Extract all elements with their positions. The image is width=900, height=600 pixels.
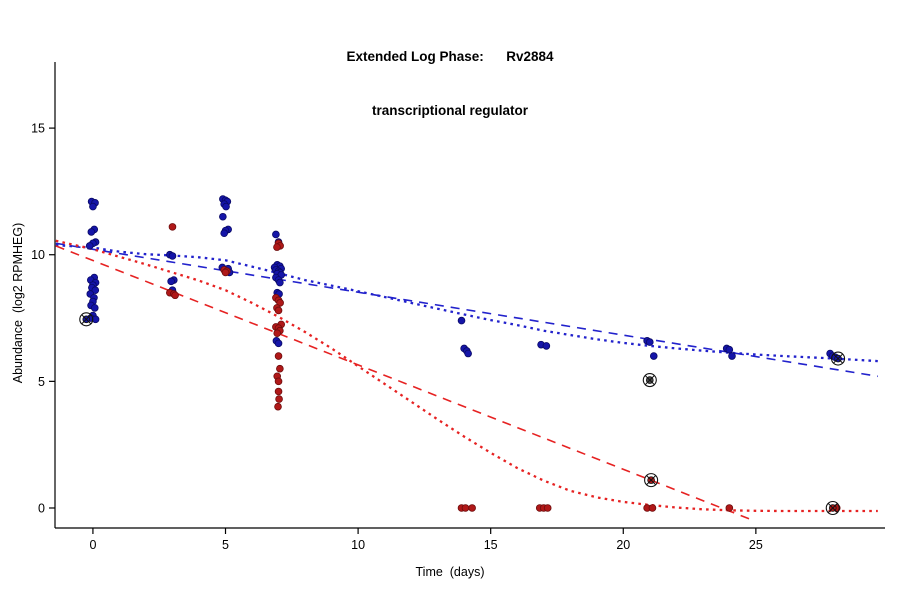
blue-points xyxy=(167,277,175,286)
blue-points xyxy=(728,352,736,360)
red-points xyxy=(221,268,230,277)
flag-circle xyxy=(642,373,657,388)
flag-circle xyxy=(79,312,94,327)
blue-points xyxy=(91,286,100,294)
y-axis-label: Abundance (log2 RPMHEG) xyxy=(11,222,25,384)
blue-points xyxy=(272,230,280,239)
red-dotted-smooth xyxy=(55,239,878,513)
red-points xyxy=(543,504,552,512)
red-points xyxy=(274,377,283,386)
red-points xyxy=(171,291,179,300)
blue-points xyxy=(220,229,228,238)
red-points xyxy=(168,223,177,231)
x-tick-label: 25 xyxy=(749,538,763,552)
red-points xyxy=(274,306,283,315)
blue-points xyxy=(725,345,734,354)
flag-cross xyxy=(833,353,844,364)
blue-points xyxy=(274,339,283,348)
chart-title: Extended Log Phase: Rv2884 transcription… xyxy=(0,12,900,156)
red-points xyxy=(273,329,282,338)
red-points xyxy=(648,504,657,512)
x-tick-label: 5 xyxy=(222,538,229,552)
blue-points xyxy=(457,316,466,325)
blue-points xyxy=(90,304,99,312)
blue-points xyxy=(168,252,177,260)
red-points xyxy=(273,243,281,251)
blue-points xyxy=(542,342,551,350)
blue-points xyxy=(85,242,94,250)
blue-points xyxy=(649,352,658,360)
x-tick-label: 0 xyxy=(89,538,96,552)
y-tick-label: 0 xyxy=(38,501,45,515)
blue-points xyxy=(91,315,100,324)
blue-points xyxy=(89,202,97,211)
red-points xyxy=(274,387,283,396)
red-points xyxy=(276,364,284,373)
x-tick-label: 20 xyxy=(616,538,630,552)
blue-points xyxy=(87,228,96,236)
y-tick-label: 15 xyxy=(31,122,45,136)
y-tick-label: 10 xyxy=(31,248,45,262)
flag-cross xyxy=(827,503,838,513)
blue-points xyxy=(222,202,230,211)
red-points xyxy=(274,352,283,360)
flag-cross xyxy=(81,314,92,325)
blue-points xyxy=(276,278,284,287)
chart-title-line2: transcriptional regulator xyxy=(371,103,529,118)
flag-circle xyxy=(831,351,846,366)
x-tick-label: 10 xyxy=(351,538,365,552)
y-tick-label: 5 xyxy=(38,375,45,389)
blue-points xyxy=(645,338,654,346)
red-dashed-trendline xyxy=(55,245,751,521)
flag-circle xyxy=(825,500,840,516)
red-points xyxy=(468,504,476,512)
red-points xyxy=(274,402,282,411)
blue-dotted-smooth xyxy=(55,243,878,363)
red-points xyxy=(275,395,283,403)
flag-circle xyxy=(644,473,659,488)
blue-points xyxy=(464,349,472,358)
flag-cross xyxy=(644,375,655,386)
flag-cross xyxy=(646,475,657,486)
red-points xyxy=(461,504,470,512)
red-points xyxy=(725,504,734,512)
x-axis-label: Time (days) xyxy=(415,565,485,579)
blue-points xyxy=(219,212,227,221)
x-tick-label: 15 xyxy=(484,538,498,552)
chart-title-line1: Extended Log Phase: Rv2884 xyxy=(346,49,554,64)
